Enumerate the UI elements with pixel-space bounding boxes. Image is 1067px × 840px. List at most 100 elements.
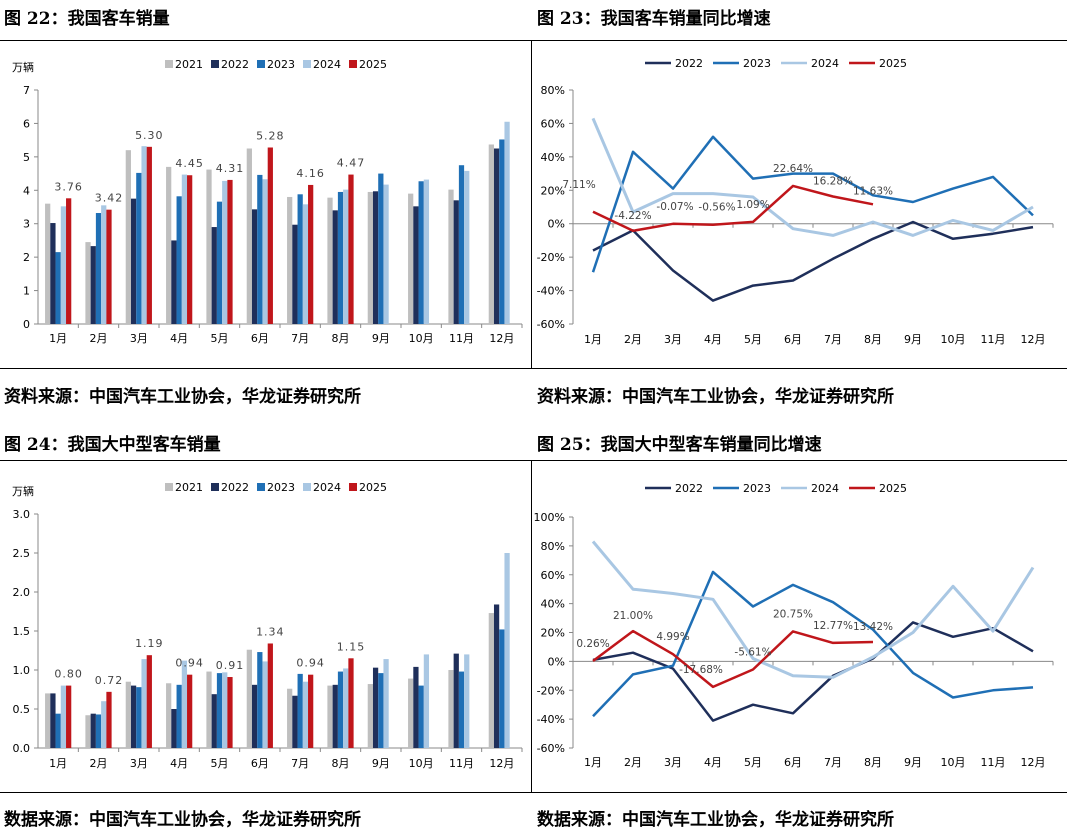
legend-label-2022: 2022 [675,57,703,70]
x-tick-label: 2月 [624,333,642,346]
bar-2023 [55,252,61,324]
x-tick-label: 10月 [941,333,966,346]
bar-2022 [251,209,258,324]
legend-label-2021: 2021 [175,58,203,71]
line-2022 [592,220,1034,302]
bar-2022 [332,210,338,324]
fig24-source: 数据来源：中国汽车工业协会，华龙证券研究所 [4,810,361,830]
bar-2023 [95,714,102,748]
bar-2021 [448,670,454,748]
fig22-title: 图 22：我国客车销量 [4,9,170,29]
y-tick-label: -20% [537,251,565,264]
bar-2023 [257,174,263,324]
x-tick-label: 6月 [784,333,802,346]
bar-2022 [453,653,459,748]
legend-label-2022: 2022 [675,482,703,495]
bar-2024 [464,654,470,748]
y-tick-label: 1.5 [13,625,31,638]
bar-2021 [166,683,172,748]
line-2024 [591,117,1034,237]
bar-2025 [227,179,233,324]
data-label: -17.68% [679,664,723,676]
x-tick-label: 1月 [584,756,602,769]
bar-2021 [327,685,333,748]
bar-2022 [292,224,298,324]
bar-2021 [85,242,91,324]
y-tick-label: 20% [541,184,565,197]
y-tick-label: 6 [23,117,30,130]
bar-2021 [125,150,131,324]
y-tick-label: 0% [548,218,565,231]
x-tick-label: 5月 [211,332,229,345]
bar-2021 [408,193,414,324]
x-tick-label: 11月 [981,756,1006,769]
x-tick-label: 12月 [1021,756,1046,769]
fig23-source: 资料来源：中国汽车工业协会，华龙证券研究所 [537,387,894,407]
data-label: 21.00% [613,610,653,622]
chart-fig25: -60% -40% -20% 0% 20% 40% 60% 80% 100% 1月 2月 3月 4月 5月… [534,482,1054,769]
bar-2021 [45,203,51,324]
bar-2021 [166,166,172,324]
data-label: 4.99% [656,631,689,643]
bar-2023 [458,165,465,324]
bar-2023 [136,172,142,324]
y-tick-label: -40% [537,713,565,726]
x-tick-label: 2月 [90,757,108,770]
x-tick-label: 1月 [49,332,67,345]
bar-2023 [418,685,424,748]
bar-2022 [211,694,217,748]
legend-swatch-2024 [303,483,311,491]
legend-label-2025: 2025 [359,58,387,71]
bar-2024 [222,672,228,748]
bar-2022 [50,693,56,748]
bar-2021 [206,169,212,324]
bar-2023 [378,173,384,324]
legend-swatch-2025 [349,60,357,68]
bar-2022 [453,200,459,324]
bar-2023 [176,196,182,324]
x-tick-label: 10月 [941,756,966,769]
y-tick-label: 2.5 [13,547,31,560]
x-tick-label: 10月 [409,332,434,345]
bar-2025 [106,691,112,748]
line-2023 [592,570,1034,718]
bar-2021 [85,715,91,748]
bar-2022 [251,684,258,748]
line-2025 [592,184,874,233]
bar-2023 [216,201,223,324]
data-label: -0.07% [656,201,693,213]
bar-2023 [337,191,344,324]
bar-2025 [187,175,193,324]
legend-label-2025: 2025 [359,481,387,494]
bar-2023 [55,713,61,748]
bar-2021 [488,613,494,748]
chart-fig23: -60% -40% -20% 0% 20% 40% 60% 80% 1月 2月 3月 4月 5月 6月 7月… [537,57,1054,346]
bar-2024 [181,174,188,324]
x-tick-label: 5月 [744,333,762,346]
chart-fig22: 0 1 2 3 4 5 6 7 万辆 1月 2月 3月 4月 5月 6月 7月 8月 9月 10月 11月 12月 3.7… [12,58,523,345]
x-tick-label: 4月 [704,333,722,346]
bar-2024 [383,659,389,748]
x-tick-label: 4月 [704,756,722,769]
legend-label-2023: 2023 [743,57,771,70]
bar-2023 [257,652,263,748]
bar-2024 [60,206,67,324]
bar-2025 [308,184,314,324]
y-tick-label: 4 [23,184,30,197]
bar-2021 [488,144,494,324]
line-2023 [591,135,1034,273]
bar-2021 [246,649,252,748]
bar-2021 [206,671,212,748]
fig25-source: 数据来源：中国汽车工业协会，华龙证券研究所 [537,810,894,830]
y-tick-label: 40% [541,598,565,611]
bar-2025 [106,209,112,324]
y-tick-label: 0% [548,655,565,668]
data-label: 4.45 [175,157,204,170]
legend-label-2023: 2023 [743,482,771,495]
divider-bottom-1 [0,368,1067,369]
bar-2024 [60,685,67,748]
y-tick-label: 1.0 [13,664,31,677]
y-tick-label: 80% [541,540,565,553]
bar-2025 [348,658,354,748]
legend-label-2022: 2022 [221,58,249,71]
